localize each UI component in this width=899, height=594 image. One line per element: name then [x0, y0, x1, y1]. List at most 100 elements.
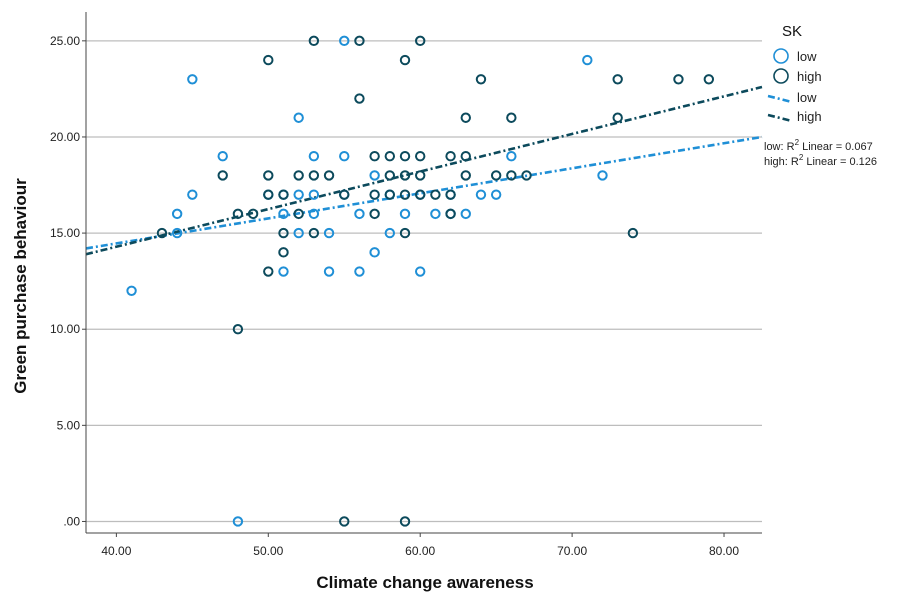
x-tick-label-4: 80.00	[709, 544, 739, 558]
point-high-23	[369, 189, 380, 200]
point-low-38	[582, 54, 593, 66]
point-low-5	[217, 150, 228, 162]
point-high-1	[217, 170, 228, 181]
point-low-8	[278, 266, 289, 277]
point-high-11	[278, 189, 289, 200]
point-high-41	[445, 150, 456, 162]
point-high-30	[399, 189, 411, 200]
point-low-25	[369, 170, 380, 181]
point-high-9	[278, 247, 289, 258]
point-high-51	[612, 74, 623, 85]
point-high-39	[445, 208, 456, 220]
point-high-54	[703, 74, 715, 85]
point-low-28	[399, 208, 411, 220]
legend-title: SK	[782, 23, 802, 40]
point-high-44	[460, 112, 471, 123]
point-high-8	[263, 54, 274, 66]
point-high-17	[323, 170, 335, 181]
point-high-45	[475, 74, 487, 85]
point-low-34	[460, 208, 471, 220]
point-low-0	[126, 285, 137, 296]
point-low-39	[597, 170, 608, 181]
point-high-24	[369, 150, 380, 162]
point-high-3	[232, 208, 244, 220]
point-high-20	[354, 93, 365, 104]
point-high-13	[293, 170, 304, 181]
legend-label-line-1: high	[797, 109, 822, 124]
point-high-42	[460, 170, 471, 181]
point-low-21	[339, 35, 350, 47]
r2-label-high: high: R2 Linear = 0.126	[764, 153, 877, 168]
point-high-40	[445, 189, 456, 200]
point-low-26	[384, 227, 396, 239]
y-axis-title: Green purchase behaviour	[11, 178, 30, 394]
point-high-10	[278, 227, 289, 239]
r2-label-low: low: R2 Linear = 0.067	[764, 138, 873, 153]
legend-label-marker-0: low	[797, 49, 817, 64]
y-tick-label-0: .00	[63, 514, 80, 528]
fit-line-low	[85, 135, 763, 250]
x-tick-label-1: 50.00	[253, 544, 283, 558]
point-low-13	[293, 112, 304, 123]
point-low-15	[308, 189, 320, 200]
point-high-31	[399, 170, 411, 181]
legend-label-line-0: low	[797, 90, 817, 105]
legend-line-low	[767, 94, 793, 104]
point-high-27	[384, 150, 396, 162]
point-low-4	[187, 74, 198, 85]
point-low-11	[293, 227, 304, 239]
point-high-19	[339, 189, 350, 200]
point-low-17	[323, 266, 335, 277]
point-high-38	[430, 189, 441, 200]
point-low-24	[369, 247, 380, 258]
point-high-47	[506, 170, 517, 181]
fit-lines	[85, 85, 763, 256]
point-high-7	[263, 170, 274, 181]
point-high-43	[460, 150, 471, 162]
point-high-15	[308, 170, 320, 181]
axes	[82, 12, 762, 537]
point-low-37	[506, 150, 517, 162]
point-high-32	[399, 150, 411, 162]
point-low-3	[187, 189, 198, 200]
x-axis-title: Climate change awareness	[316, 573, 533, 592]
point-low-29	[415, 266, 426, 277]
y-tick-label-3: 15.00	[50, 226, 80, 240]
point-high-21	[354, 35, 365, 47]
tick-labels: .00 5.00 10.00 15.00 20.00 25.00 40.00 50.00 60.…	[50, 34, 739, 558]
point-low-36	[490, 189, 502, 200]
point-high-35	[415, 170, 426, 181]
point-low-6	[232, 516, 244, 527]
legend-marker-high	[773, 68, 789, 84]
point-high-50	[612, 112, 623, 123]
point-high-18	[339, 516, 350, 527]
point-high-33	[399, 54, 411, 66]
point-high-36	[415, 150, 426, 162]
point-low-20	[339, 150, 350, 162]
point-high-4	[247, 208, 259, 220]
point-low-23	[354, 208, 365, 220]
y-tick-label-1: 5.00	[57, 418, 81, 432]
point-high-52	[627, 227, 639, 239]
point-high-48	[506, 112, 517, 123]
point-high-37	[415, 35, 426, 47]
point-high-12	[293, 208, 304, 220]
point-low-35	[475, 189, 487, 200]
fit-line-high	[85, 85, 763, 256]
point-high-16	[308, 35, 320, 47]
y-tick-label-2: 10.00	[50, 322, 80, 336]
point-low-9	[278, 208, 289, 220]
point-high-14	[308, 227, 320, 239]
x-tick-label-0: 40.00	[101, 544, 131, 558]
data-points	[126, 35, 715, 527]
point-high-53	[673, 74, 684, 85]
point-high-26	[384, 170, 396, 181]
y-tick-label-5: 25.00	[50, 34, 80, 48]
point-high-49	[521, 170, 532, 181]
legend-marker-low	[773, 48, 789, 64]
legend: SK low high low high	[767, 23, 822, 124]
y-tick-label-4: 20.00	[50, 130, 80, 144]
point-high-0	[156, 227, 168, 239]
